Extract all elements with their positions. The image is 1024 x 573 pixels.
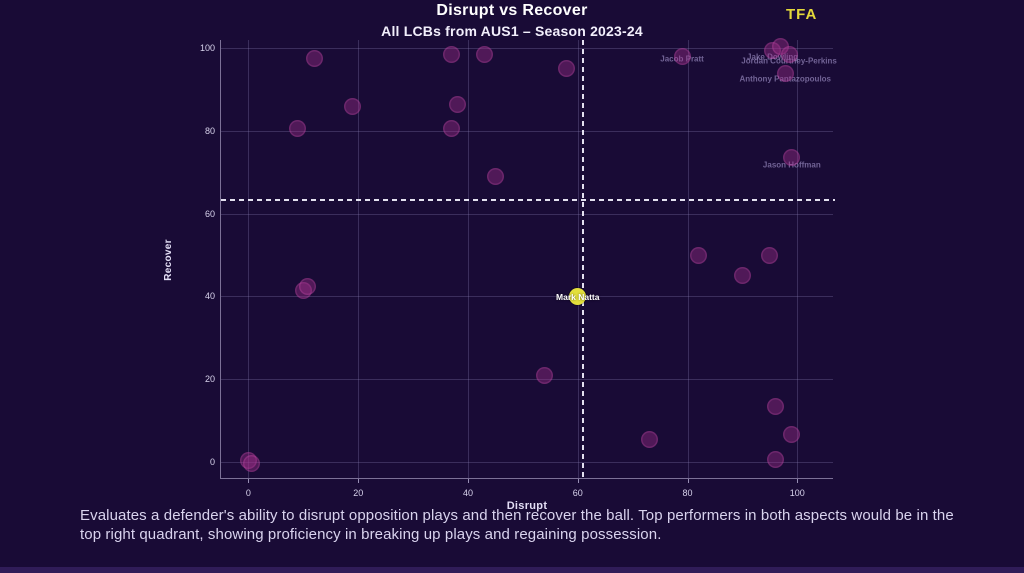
- scatter-point[interactable]: [733, 267, 751, 285]
- player-label: Jason Hoffman: [762, 160, 821, 170]
- scatter-point[interactable]: [294, 281, 312, 299]
- scatter-point-highlighted[interactable]: [569, 287, 587, 305]
- average-disrupt-line: [582, 40, 585, 478]
- x-tickmark: [467, 479, 469, 483]
- y-tick-label: 60: [204, 208, 215, 219]
- x-gridline: [797, 40, 799, 478]
- x-tick-label: 20: [353, 488, 364, 498]
- x-tickmark: [687, 479, 689, 483]
- y-tick-label: 80: [204, 125, 215, 136]
- y-gridline: [221, 296, 833, 298]
- scatter-point[interactable]: [558, 60, 576, 78]
- player-label: Jake Dowling: [747, 52, 799, 62]
- y-gridline: [221, 213, 833, 215]
- y-axis-label: Recover: [163, 239, 174, 281]
- scatter-point[interactable]: [299, 278, 317, 296]
- scatter-point[interactable]: [443, 45, 461, 63]
- chart-description: Evaluates a defender's ability to disrup…: [80, 507, 954, 543]
- scatter-point[interactable]: [780, 45, 798, 63]
- x-tickmark: [358, 479, 360, 483]
- scatter-point[interactable]: [766, 397, 784, 415]
- x-tick-label: 0: [245, 488, 251, 498]
- x-gridline: [467, 40, 469, 478]
- tfa-logo: TFA: [786, 6, 818, 23]
- scatter-point[interactable]: [766, 451, 784, 469]
- scatter-point[interactable]: [486, 167, 504, 185]
- x-tickmark: [577, 479, 579, 483]
- y-tick-label: 0: [209, 456, 215, 467]
- scatter-point[interactable]: [242, 455, 260, 473]
- scatter-point[interactable]: [475, 45, 493, 63]
- player-label: Anthony Pantazopoulos: [739, 74, 832, 84]
- scatter-point[interactable]: [783, 426, 801, 444]
- chart-header: Disrupt vs Recover All LCBs from AUS1 – …: [0, 0, 1024, 39]
- player-label: Jordan Courtney-Perkins: [741, 56, 837, 66]
- scatter-point[interactable]: [776, 64, 794, 82]
- y-gridline: [221, 461, 833, 463]
- chart-subtitle: All LCBs from AUS1 – Season 2023-24: [381, 23, 643, 39]
- scatter-point[interactable]: [305, 50, 323, 68]
- scatter-point[interactable]: [344, 97, 362, 115]
- x-gridline: [687, 40, 689, 478]
- x-tickmark: [248, 479, 250, 483]
- x-axis-label: Disrupt: [506, 500, 548, 512]
- y-gridline: [221, 48, 833, 50]
- scatter-point[interactable]: [239, 452, 257, 470]
- x-tickmark: [797, 479, 799, 483]
- scatter-point[interactable]: [289, 120, 307, 138]
- bottom-accent-bar: [0, 567, 1024, 573]
- y-tick-label: 20: [204, 374, 215, 385]
- x-tick-label: 40: [462, 488, 473, 498]
- player-label: Mark Natta: [556, 292, 600, 303]
- plot-area: Recover Disrupt 0 20 40 60 80 100 0 20 40 60 80 100…: [163, 37, 837, 512]
- scatter-point[interactable]: [448, 95, 466, 113]
- x-gridline: [248, 40, 250, 478]
- scatter-point[interactable]: [690, 246, 708, 264]
- y-gridline: [221, 379, 833, 381]
- scatter-point[interactable]: [640, 430, 658, 448]
- scatter-point[interactable]: [673, 48, 691, 66]
- scatter-point[interactable]: [443, 120, 461, 138]
- x-tick-label: 60: [572, 488, 583, 498]
- x-gridline: [358, 40, 360, 478]
- scatter-point[interactable]: [772, 37, 790, 55]
- x-tick-label: 100: [789, 488, 805, 498]
- player-label: Jacob Pratt: [660, 54, 704, 64]
- y-tick-label: 40: [204, 291, 215, 302]
- scatter-point[interactable]: [761, 246, 779, 264]
- chart-title: Disrupt vs Recover: [436, 2, 588, 19]
- y-gridline: [221, 130, 833, 132]
- x-tick-label: 80: [682, 488, 693, 498]
- scatter-point[interactable]: [536, 366, 554, 384]
- scatter-point[interactable]: [783, 149, 801, 167]
- average-recover-line: [221, 198, 835, 201]
- y-tick-label: 100: [199, 43, 215, 54]
- x-gridline: [577, 40, 579, 478]
- scatter-point[interactable]: [764, 41, 782, 59]
